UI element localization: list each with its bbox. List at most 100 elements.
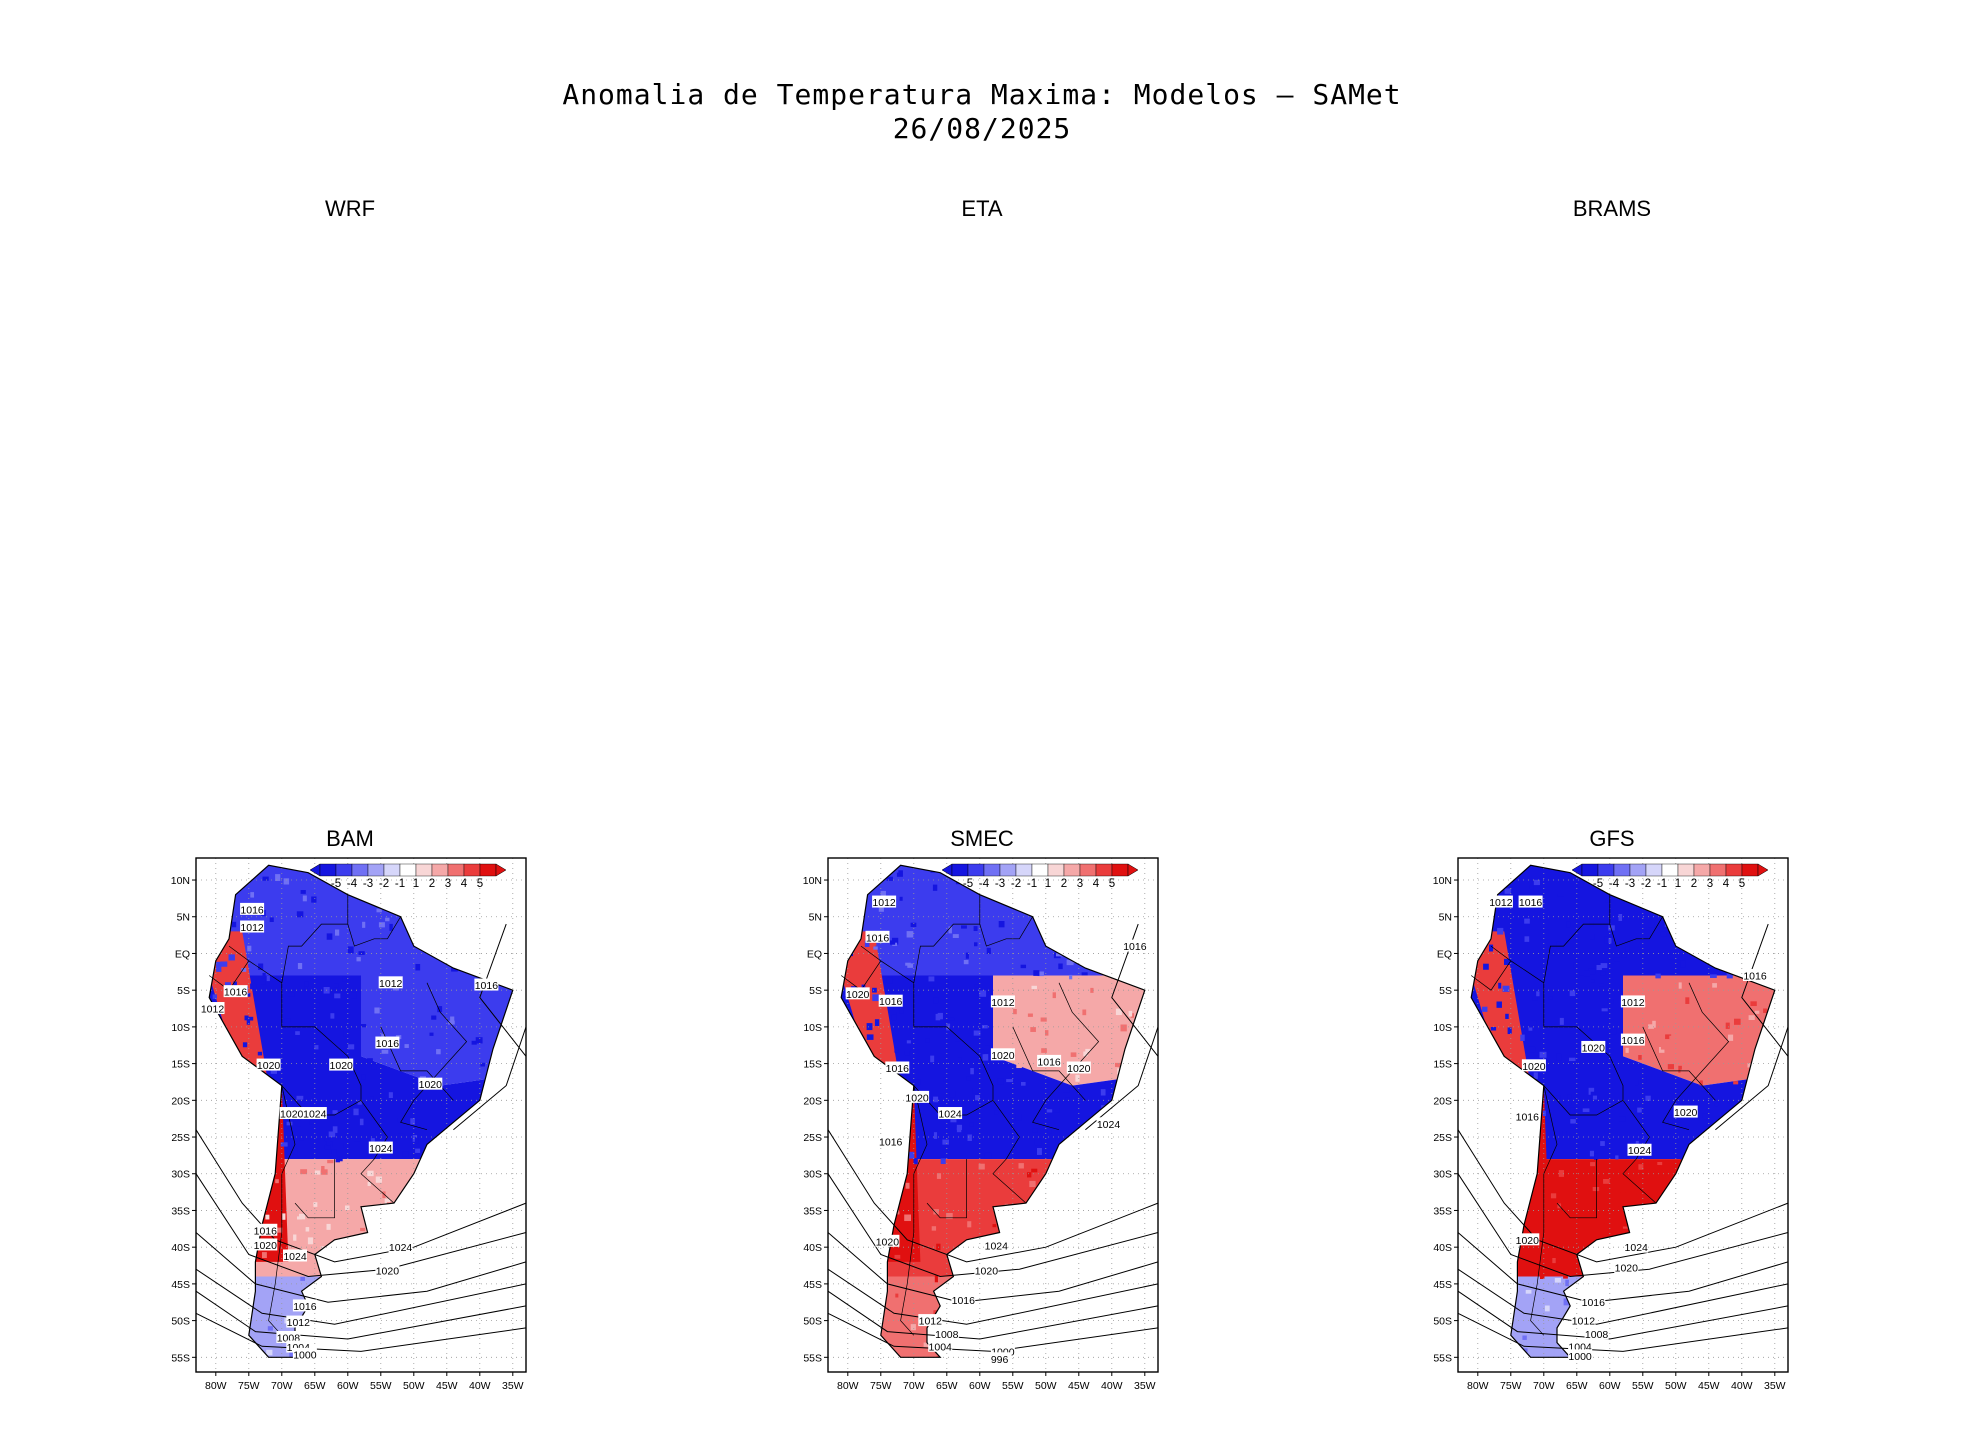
y-tick-label: 10S	[1433, 1022, 1452, 1034]
anomaly-speck	[1728, 1034, 1734, 1041]
anomaly-speck	[1666, 1190, 1673, 1196]
anomaly-speck	[227, 1202, 232, 1210]
colorbar-cell	[1661, 863, 1679, 877]
isobar-label: 1008	[1585, 1329, 1609, 1341]
anomaly-speck	[948, 1017, 955, 1021]
anomaly-speck	[438, 1154, 442, 1161]
anomaly-speck	[1492, 1106, 1496, 1112]
anomaly-speck	[334, 1292, 341, 1297]
y-tick-label: 25S	[171, 1132, 190, 1144]
anomaly-speck	[229, 1176, 234, 1183]
anomaly-speck	[1030, 1027, 1036, 1032]
isobar-label-box	[240, 902, 265, 915]
anomaly-speck	[431, 932, 437, 936]
anomaly-speck	[1736, 1313, 1741, 1320]
anomaly-speck	[1072, 922, 1079, 929]
colorbar-arrow-right	[495, 863, 507, 877]
anomaly-speck	[1495, 1060, 1501, 1066]
coastline	[208, 864, 514, 1358]
colorbar-arrow-right	[1757, 863, 1769, 877]
border-line	[248, 960, 289, 1028]
anomaly-speck	[305, 1227, 310, 1232]
y-tick-label: 50S	[171, 1316, 190, 1328]
anomaly-speck	[1557, 893, 1564, 897]
border-line	[913, 894, 981, 983]
y-tick-label: 10S	[803, 1022, 822, 1034]
anomaly-speck	[382, 1191, 386, 1199]
anomaly-speck	[1710, 974, 1717, 978]
anomaly-speck	[847, 1294, 854, 1301]
anomaly-speck	[874, 1019, 880, 1026]
anomaly-speck	[1498, 1204, 1504, 1211]
anomaly-speck	[347, 1044, 355, 1050]
isobar-label: 1020	[1674, 1107, 1698, 1119]
isobar-label: 1000	[1568, 1351, 1592, 1363]
isobar-label: 1012	[919, 1316, 943, 1328]
anomaly-speck	[1602, 1251, 1609, 1258]
anomaly-speck	[1667, 1064, 1674, 1070]
colorbar-tick-label: -2	[1641, 878, 1651, 890]
anomaly-speck	[983, 1306, 987, 1310]
anomaly-speck	[1674, 1201, 1680, 1208]
isobar-label: 1016	[475, 980, 499, 992]
anomaly-speck	[841, 1204, 843, 1212]
anomaly-speck	[933, 1096, 939, 1103]
anomaly-speck	[345, 1305, 350, 1310]
border-line	[1543, 894, 1611, 983]
anomaly-speck	[1075, 1074, 1080, 1082]
anomaly-region-patagonia	[1471, 1276, 1775, 1358]
anomaly-speck	[364, 1035, 369, 1039]
anomaly-speck	[343, 1142, 350, 1149]
isobar-label-box	[276, 1330, 301, 1343]
anomaly-speck	[387, 1034, 392, 1038]
anomaly-speck	[1064, 1140, 1068, 1148]
anomaly-speck	[313, 1022, 321, 1026]
anomaly-speck	[439, 1226, 444, 1234]
isobar-label: 1020	[846, 989, 870, 1001]
anomaly-speck	[304, 981, 309, 987]
anomaly-speck	[346, 1289, 353, 1297]
colorbar-tick-label: -1	[1027, 878, 1037, 890]
anomaly-speck	[886, 977, 893, 984]
anomaly-speck	[1135, 1021, 1141, 1027]
anomaly-speck	[356, 1172, 361, 1179]
anomaly-speck	[1577, 882, 1584, 888]
isobar-label: 1012	[379, 978, 403, 990]
anomaly-speck	[398, 1133, 405, 1138]
anomaly-speck	[1600, 971, 1606, 976]
anomaly-speck	[431, 1229, 437, 1235]
anomaly-speck	[267, 1326, 273, 1331]
isobar-label-box	[987, 1352, 1012, 1365]
anomaly-speck	[1079, 1348, 1084, 1354]
anomaly-speck	[1750, 1001, 1757, 1007]
isobar-label: 1004	[929, 1341, 953, 1353]
anomaly-speck	[1769, 1010, 1773, 1016]
anomaly-speck	[489, 1359, 496, 1363]
colorbar-cell	[967, 863, 985, 877]
anomaly-speck	[1734, 1018, 1741, 1025]
panel-title-bam: BAM	[326, 826, 374, 851]
anomaly-speck	[335, 929, 340, 936]
anomaly-speck	[1559, 1017, 1564, 1025]
anomaly-speck	[450, 1016, 455, 1022]
anomaly-speck	[974, 984, 979, 988]
anomaly-speck	[1727, 1098, 1731, 1104]
anomaly-speck	[943, 1077, 948, 1082]
anomaly-speck	[986, 947, 991, 954]
anomaly-speck	[973, 1030, 981, 1036]
anomaly-speck	[1528, 1226, 1533, 1234]
anomaly-speck	[502, 1095, 506, 1102]
colorbar-tick-label: 4	[1093, 878, 1100, 890]
colorbar-cell	[1581, 863, 1599, 877]
anomaly-speck	[465, 1154, 470, 1161]
isobar-label: 1020	[419, 1079, 443, 1091]
anomaly-speck	[242, 1328, 247, 1333]
isobar-label: 1024	[1625, 1242, 1649, 1254]
anomaly-speck	[307, 1237, 313, 1245]
anomaly-speck	[382, 987, 387, 995]
anomaly-speck	[405, 1100, 411, 1106]
colorbar-tick-label: -2	[1011, 878, 1021, 890]
anomaly-speck	[1056, 953, 1063, 957]
anomaly-speck	[510, 1007, 513, 1014]
anomaly-speck	[500, 1102, 506, 1107]
